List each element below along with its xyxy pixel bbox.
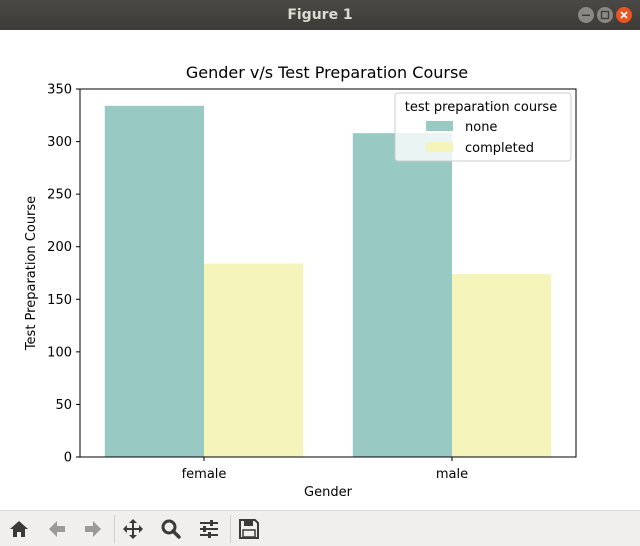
toolbar-separator [114,515,115,543]
y-tick-label: 150 [47,293,72,308]
bar-female-none [104,105,204,457]
x-tick-label: male [436,467,468,482]
bar-male-none [352,133,452,457]
x-tick-label: female [182,467,227,482]
move-icon [123,519,143,539]
y-tick-label: 50 [55,398,72,413]
arrow-left-icon [49,521,65,537]
back-button[interactable] [42,515,72,543]
y-tick-label: 300 [47,135,72,150]
y-axis-label: Test Preparation Course [24,196,39,351]
navigation-toolbar [0,510,640,546]
maximize-button[interactable] [597,7,613,23]
y-tick-label: 100 [47,345,72,360]
minimize-icon [582,14,590,16]
y-tick-label: 250 [47,188,72,203]
toolbar-separator [230,515,231,543]
save-button[interactable] [234,515,264,543]
y-tick-label: 350 [47,83,72,98]
x-axis-label: Gender [304,485,353,500]
y-tick-label: 200 [47,240,72,255]
close-button[interactable] [616,7,632,23]
legend-label-completed: completed [465,141,534,156]
legend-swatch-none [426,121,453,131]
sliders-icon [200,520,218,538]
home-button[interactable] [4,515,34,543]
legend-title: test preparation course [405,100,557,115]
figure-canvas: Gender v/s Test Preparation Course 0 50 10… [0,30,640,510]
legend-label-none: none [465,120,497,135]
configure-subplots-button[interactable] [194,515,224,543]
bars-group [104,105,552,457]
legend: test preparation course none completed [394,92,572,162]
floppy-disk-icon [239,519,259,539]
magnifier-icon [161,519,181,539]
bar-female-completed [204,263,304,457]
y-axis: 0 50 100 150 200 250 300 350 [47,83,80,466]
pan-button[interactable] [118,515,148,543]
title-bar: Figure 1 [0,0,640,30]
maximize-icon [600,10,610,20]
window-title: Figure 1 [287,7,353,23]
chart-title: Gender v/s Test Preparation Course [186,63,468,82]
arrow-right-icon [85,521,101,537]
plot-frame [79,88,577,458]
minimize-button[interactable] [578,7,594,23]
forward-button[interactable] [78,515,108,543]
x-axis: female male [182,457,468,482]
legend-swatch-completed [426,142,453,152]
close-icon [620,11,628,19]
home-icon [10,521,28,537]
y-tick-label: 0 [64,451,72,466]
bar-chart: Gender v/s Test Preparation Course 0 50 10… [24,63,577,500]
zoom-button[interactable] [156,515,186,543]
bar-male-completed [452,274,552,457]
